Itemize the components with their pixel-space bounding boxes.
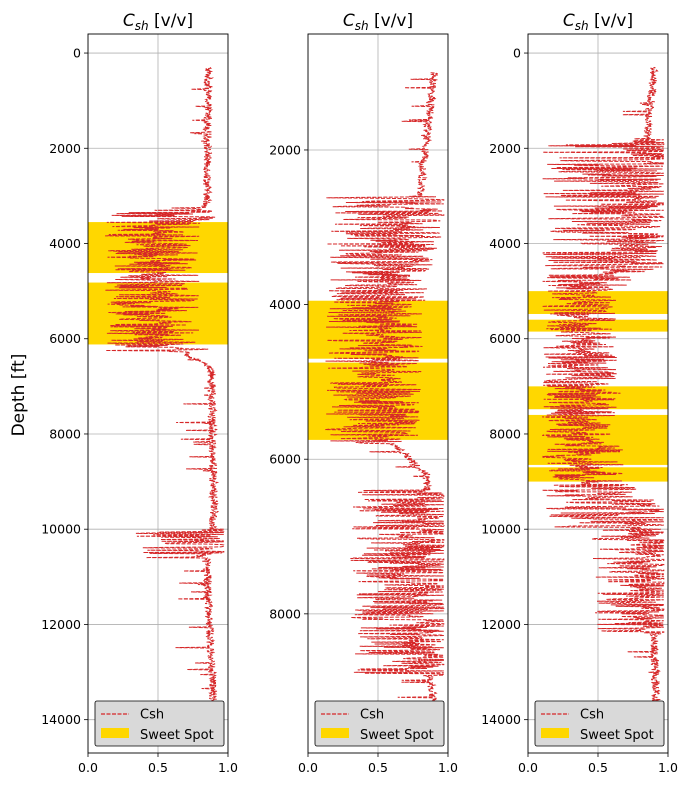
- y-axis-title: Depth [ft]: [9, 354, 29, 437]
- title-subscript: sh: [135, 19, 149, 33]
- panel-title: Csh [v/v]: [343, 11, 413, 33]
- panel-3: 0.0 0.5 1.0 0 2000 4000 6000 8000 10000 12000 1400…: [481, 11, 678, 775]
- y-tick-label: 2000: [49, 141, 81, 156]
- csh-series-line: [325, 72, 446, 735]
- plot-area: [528, 34, 668, 753]
- x-tick-label: 0.5: [368, 760, 388, 775]
- y-tick-label: 2000: [489, 141, 521, 156]
- title-unit: [v/v]: [149, 11, 194, 31]
- plot-area: [308, 34, 448, 753]
- y-tick-label: 10000: [481, 522, 521, 537]
- y-tick-label: 6000: [489, 331, 521, 346]
- legend-csh-label: Csh: [580, 708, 604, 723]
- y-tick-label: 10000: [41, 522, 81, 537]
- title-base: C: [343, 11, 355, 31]
- legend-sweet-spot-label: Sweet Spot: [140, 728, 214, 743]
- title-unit: [v/v]: [369, 11, 414, 31]
- sweet-spot-band: [528, 386, 668, 410]
- y-tick-label: 8000: [489, 426, 521, 441]
- y-tick-label: 8000: [49, 426, 81, 441]
- y-tick-label: 0: [73, 46, 81, 61]
- panel-title: Csh [v/v]: [563, 11, 633, 33]
- legend: Csh Sweet Spot: [314, 700, 445, 747]
- title-unit: [v/v]: [589, 11, 634, 31]
- y-tick-label: 14000: [481, 712, 521, 727]
- legend-csh-label: Csh: [140, 708, 164, 723]
- x-tick-label: 1.0: [218, 760, 238, 775]
- y-tick-label: 4000: [269, 297, 301, 312]
- legend: Csh Sweet Spot: [94, 700, 225, 747]
- y-tick-label: 14000: [41, 712, 81, 727]
- plot-area: [88, 34, 228, 753]
- title-subscript: sh: [355, 19, 369, 33]
- x-tick-label: 0.5: [588, 760, 608, 775]
- x-tick-label: 0.0: [518, 760, 538, 775]
- y-tick-label: 8000: [269, 606, 301, 621]
- panel-title: Csh [v/v]: [123, 11, 193, 33]
- y-tick-label: 6000: [269, 452, 301, 467]
- title-base: C: [563, 11, 575, 31]
- x-tick-label: 1.0: [658, 760, 678, 775]
- legend-sweet-spot-swatch: [101, 728, 129, 738]
- y-tick-label: 4000: [49, 236, 81, 251]
- legend-sweet-spot-swatch: [321, 728, 349, 738]
- csh-series-line: [105, 67, 225, 718]
- sweet-spot-band: [528, 319, 668, 332]
- x-tick-label: 0.0: [298, 760, 318, 775]
- title-subscript: sh: [575, 19, 589, 33]
- title-base: C: [123, 11, 135, 31]
- legend-sweet-spot-label: Sweet Spot: [360, 728, 434, 743]
- sweet-spot-band: [88, 222, 228, 274]
- y-tick-label: 2000: [269, 142, 301, 157]
- legend: Csh Sweet Spot: [534, 700, 665, 747]
- x-tick-label: 0.0: [78, 760, 98, 775]
- y-tick-label: 6000: [49, 331, 81, 346]
- x-tick-label: 1.0: [438, 760, 458, 775]
- y-tick-label: 0: [513, 46, 521, 61]
- x-tick-label: 0.5: [148, 760, 168, 775]
- y-tick-label: 12000: [481, 617, 521, 632]
- csh-series-line: [542, 66, 665, 718]
- panel-1: 0.0 0.5 1.0 0 2000 4000 6000 8000 10000 12000 1400…: [41, 11, 238, 775]
- legend-sweet-spot-label: Sweet Spot: [580, 728, 654, 743]
- legend-csh-label: Csh: [360, 708, 384, 723]
- legend-sweet-spot-swatch: [541, 728, 569, 738]
- y-tick-label: 12000: [41, 617, 81, 632]
- y-tick-label: 4000: [489, 236, 521, 251]
